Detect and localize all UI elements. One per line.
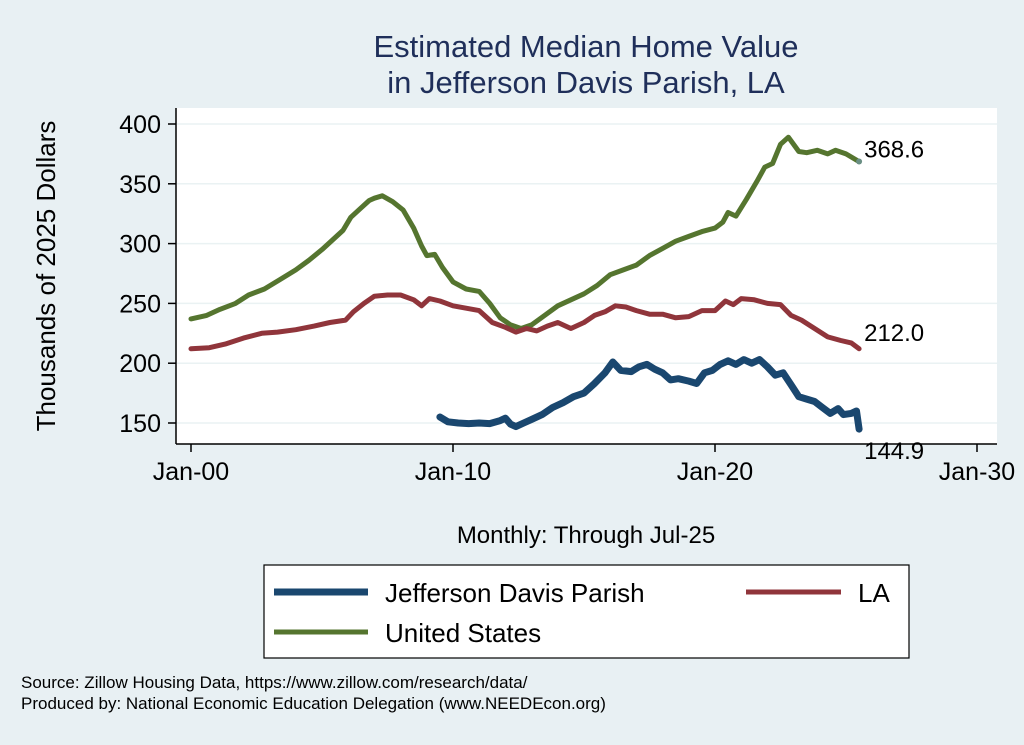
legend-label-la: LA: [858, 578, 890, 608]
y-tick-label-400: 400: [119, 111, 161, 139]
legend-box: [263, 564, 910, 659]
y-axis-title: Thousands of 2025 Dollars: [31, 121, 61, 432]
y-tick-label-350: 350: [119, 171, 161, 199]
legend-label-united-states: United States: [385, 618, 541, 648]
series-lines: [188, 134, 863, 433]
source-note: Source: Zillow Housing Data, https://www…: [21, 673, 528, 692]
chart-title-line-1: Estimated Median Home Value: [373, 29, 798, 64]
y-tick-label-250: 250: [119, 290, 161, 318]
end-label-united-states: 368.6: [864, 137, 924, 164]
y-tick-label-200: 200: [119, 350, 161, 378]
end-label-la: 212.0: [864, 320, 924, 347]
end-label-jefferson-davis-parish: 144.9: [864, 438, 924, 465]
x-tick-label-Jan-00: Jan-00: [153, 458, 229, 486]
x-tick-label-Jan-10: Jan-10: [415, 458, 491, 486]
end-labels: 144.9 212.0 368.6: [864, 137, 924, 466]
x-axis-title: Monthly: Through Jul-25: [457, 522, 715, 549]
end-marker-united-states: [856, 158, 863, 165]
x-tick-label-Jan-20: Jan-20: [677, 458, 753, 486]
legend: Jefferson Davis Parish LA United States: [263, 564, 910, 659]
chart-title-line-2: in Jefferson Davis Parish, LA: [387, 65, 785, 100]
legend-label-jefferson-davis-parish: Jefferson Davis Parish: [385, 578, 645, 608]
series-line-jefferson-davis-parish: [436, 356, 863, 433]
x-axis-ticks: Jan-00 Jan-10 Jan-20 Jan-30: [153, 444, 1015, 486]
gridlines: [177, 123, 997, 424]
x-tick-label-Jan-30: Jan-30: [939, 458, 1015, 486]
y-tick-label-300: 300: [119, 231, 161, 259]
producer-note: Produced by: National Economic Education…: [21, 694, 606, 713]
y-tick-label-150: 150: [119, 410, 161, 438]
y-axis-ticks: 150 200 250 300 350 400: [119, 111, 176, 438]
